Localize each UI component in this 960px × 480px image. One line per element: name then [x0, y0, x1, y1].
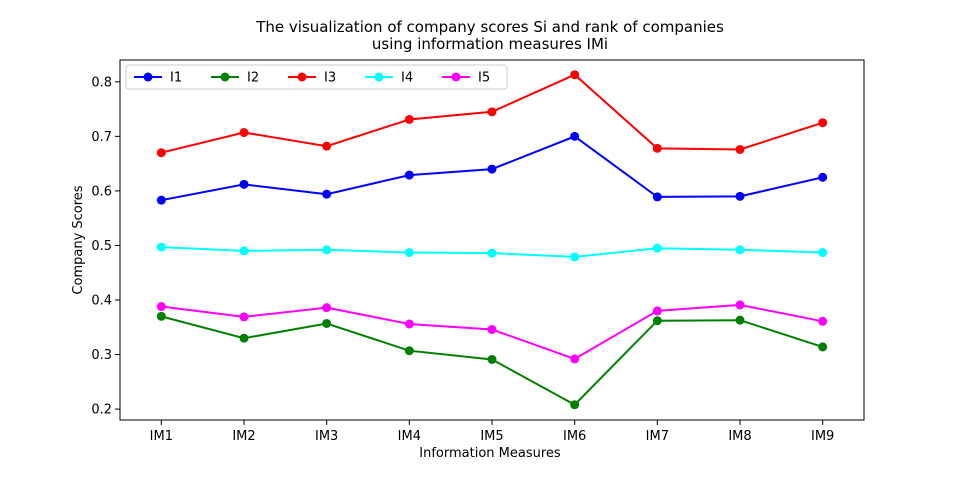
data-point-I1-IM9 — [818, 172, 828, 182]
data-point-I3-IM4 — [404, 114, 414, 124]
data-point-I2-IM7 — [652, 316, 662, 326]
legend-marker-I5 — [451, 72, 461, 82]
x-tick-label: IM4 — [398, 429, 421, 444]
data-point-I2-IM3 — [322, 318, 332, 328]
data-point-I5-IM8 — [735, 300, 745, 310]
plot-area — [156, 70, 828, 410]
data-point-I2-IM9 — [818, 342, 828, 352]
legend-label-I1: I1 — [170, 71, 182, 86]
chart-title: The visualization of company scores Si a… — [255, 18, 724, 53]
data-point-I4-IM5 — [487, 248, 497, 258]
data-point-I3-IM1 — [156, 148, 166, 158]
data-point-I2-IM1 — [156, 311, 166, 321]
y-tick-label: 0.5 — [91, 239, 112, 254]
x-tick-label: IM1 — [150, 429, 173, 444]
data-point-I1-IM7 — [652, 192, 662, 202]
data-point-I5-IM4 — [404, 319, 414, 329]
data-point-I1-IM3 — [322, 189, 332, 199]
legend-marker-I1 — [143, 72, 153, 82]
legend-label-I2: I2 — [247, 71, 259, 86]
y-tick-label: 0.8 — [91, 75, 112, 90]
x-tick-label: IM5 — [480, 429, 503, 444]
data-point-I2-IM8 — [735, 315, 745, 325]
data-point-I1-IM6 — [570, 131, 580, 141]
data-point-I5-IM7 — [652, 306, 662, 316]
data-point-I4-IM8 — [735, 245, 745, 255]
legend-label-I5: I5 — [478, 71, 490, 86]
data-point-I2-IM4 — [404, 346, 414, 356]
data-point-I3-IM9 — [818, 118, 828, 128]
data-point-I4-IM6 — [570, 252, 580, 262]
x-tick-label: IM2 — [232, 429, 255, 444]
legend: I1 I2 I3 I4 I5 — [125, 64, 508, 90]
data-point-I1-IM2 — [239, 179, 249, 189]
data-point-I1-IM4 — [404, 170, 414, 180]
data-point-I3-IM5 — [487, 107, 497, 117]
data-point-I1-IM5 — [487, 164, 497, 174]
data-point-I5-IM1 — [156, 302, 166, 312]
y-tick-label: 0.4 — [91, 294, 112, 309]
data-point-I4-IM9 — [818, 248, 828, 258]
data-point-I3-IM3 — [322, 141, 332, 151]
data-point-I4-IM3 — [322, 245, 332, 255]
legend-label-I4: I4 — [401, 71, 413, 86]
y-tick-label: 0.2 — [91, 403, 112, 418]
data-point-I1-IM1 — [156, 195, 166, 205]
data-point-I3-IM6 — [570, 70, 580, 80]
y-tick-label: 0.6 — [91, 184, 112, 199]
data-point-I2-IM5 — [487, 354, 497, 364]
legend-marker-I3 — [297, 72, 307, 82]
data-point-I1-IM8 — [735, 191, 745, 201]
chart-title-line: The visualization of company scores Si a… — [255, 18, 724, 36]
data-point-I5-IM3 — [322, 303, 332, 313]
legend-box — [125, 64, 508, 90]
data-point-I4-IM4 — [404, 248, 414, 258]
x-tick-label: IM9 — [811, 429, 834, 444]
chart-title-line: using information measures IMi — [372, 35, 608, 53]
data-point-I3-IM8 — [735, 144, 745, 154]
legend-label-I3: I3 — [324, 71, 336, 86]
data-point-I5-IM5 — [487, 324, 497, 334]
data-point-I4-IM7 — [652, 243, 662, 253]
legend-marker-I2 — [220, 72, 230, 82]
data-point-I3-IM2 — [239, 128, 249, 138]
legend-marker-I4 — [374, 72, 384, 82]
axes: IM1 IM2 IM3 IM4 IM5 IM6 IM7 IM8 IM9 0.2 0.3 0.4 0.5 0… — [91, 59, 865, 444]
x-tick-label: IM6 — [563, 429, 586, 444]
data-point-I5-IM2 — [239, 312, 249, 322]
data-point-I3-IM7 — [652, 143, 662, 153]
x-tick-label: IM8 — [728, 429, 751, 444]
y-axis-label: Company Scores — [71, 185, 86, 294]
y-tick-label: 0.3 — [91, 348, 112, 363]
x-axis-label: Information Measures — [419, 446, 561, 461]
y-tick-label: 0.7 — [91, 130, 112, 145]
x-tick-label: IM3 — [315, 429, 338, 444]
data-point-I4-IM2 — [239, 246, 249, 256]
data-point-I2-IM2 — [239, 333, 249, 343]
data-point-I2-IM6 — [570, 400, 580, 410]
data-point-I4-IM1 — [156, 242, 166, 252]
data-point-I5-IM6 — [570, 354, 580, 364]
x-tick-label: IM7 — [646, 429, 669, 444]
data-point-I5-IM9 — [818, 316, 828, 326]
